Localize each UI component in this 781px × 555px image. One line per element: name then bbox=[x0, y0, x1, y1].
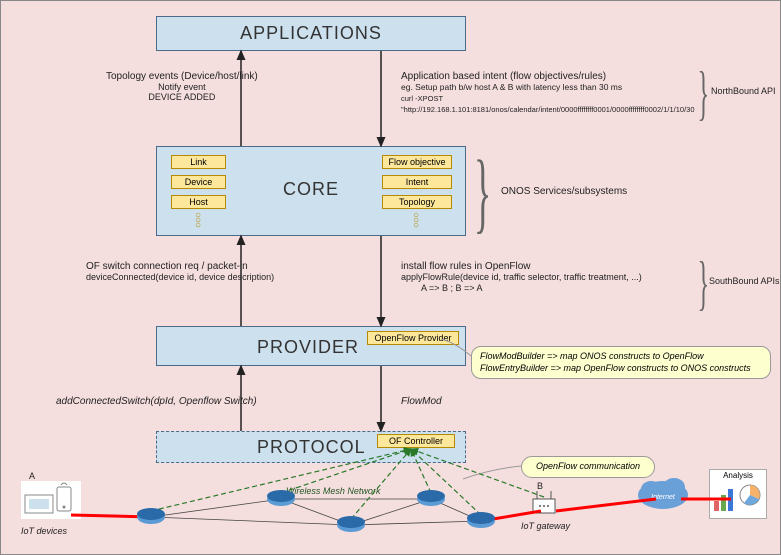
host-a-label: A bbox=[29, 471, 35, 481]
flow-objective-box: Flow objective bbox=[382, 155, 452, 169]
host-box: Host bbox=[171, 195, 226, 209]
core-block: CORE Link Device Host ○○○ Flow objective… bbox=[156, 146, 466, 236]
brace-services-icon: } bbox=[474, 141, 491, 244]
iot-gateway-label: IoT gateway bbox=[521, 521, 570, 531]
brace-nb-icon: } bbox=[698, 59, 710, 128]
topology-events-label: Topology events (Device/host/link) Notif… bbox=[106, 71, 258, 102]
install-flow-label: install flow rules in OpenFlow applyFlow… bbox=[401, 261, 711, 294]
flowmod-label: FlowMod bbox=[401, 396, 442, 407]
provider-block: PROVIDER OpenFlow Provider bbox=[156, 326, 466, 366]
router-icon bbox=[137, 508, 165, 524]
of-switch-req-label: OF switch connection req / packet-in dev… bbox=[86, 261, 274, 283]
onos-services-label: ONOS Services/subsystems bbox=[501, 186, 627, 197]
analysis-icon: Analysis bbox=[709, 469, 767, 519]
brace-sb-icon: } bbox=[698, 249, 710, 318]
host-b-label: B bbox=[537, 481, 543, 491]
internet-cloud-icon: Internet bbox=[636, 473, 690, 513]
right-dots-icon: ○○○ bbox=[413, 213, 419, 228]
wmn-label: Wireless Mesh Network bbox=[286, 486, 380, 496]
svg-text:Internet: Internet bbox=[651, 494, 676, 501]
applications-block: APPLICATIONS bbox=[156, 16, 466, 51]
protocol-block: PROTOCOL OF Controller bbox=[156, 431, 466, 463]
router-icon bbox=[467, 512, 495, 528]
flowmod-note: FlowModBuilder => map ONOS constructs to… bbox=[471, 346, 771, 379]
northbound-api-label: NorthBound API bbox=[711, 86, 776, 96]
provider-label: PROVIDER bbox=[257, 337, 359, 358]
iot-devices-label: IoT devices bbox=[21, 526, 67, 536]
app-intent-label: Application based intent (flow objective… bbox=[401, 71, 711, 115]
router-icon bbox=[337, 516, 365, 532]
device-box: Device bbox=[171, 175, 226, 189]
intent-box: Intent bbox=[382, 175, 452, 189]
openflow-provider-box: OpenFlow Provider bbox=[367, 331, 459, 345]
iot-gateway-icon bbox=[531, 491, 557, 517]
left-dots-icon: ○○○ bbox=[195, 213, 201, 228]
southbound-api-label: SouthBound APIs bbox=[709, 276, 780, 286]
link-box: Link bbox=[171, 155, 226, 169]
router-icon bbox=[417, 490, 445, 506]
diagram-canvas: APPLICATIONS Topology events (Device/hos… bbox=[0, 0, 781, 555]
topology-box: Topology bbox=[382, 195, 452, 209]
openflow-comm-note: OpenFlow communication bbox=[521, 456, 655, 478]
applications-label: APPLICATIONS bbox=[240, 23, 382, 43]
iot-devices-icon bbox=[21, 481, 81, 519]
protocol-label: PROTOCOL bbox=[257, 437, 366, 458]
add-connected-switch-label: addConnectedSwitch(dpId, Openflow Switch… bbox=[56, 396, 257, 407]
of-controller-box: OF Controller bbox=[377, 434, 455, 448]
